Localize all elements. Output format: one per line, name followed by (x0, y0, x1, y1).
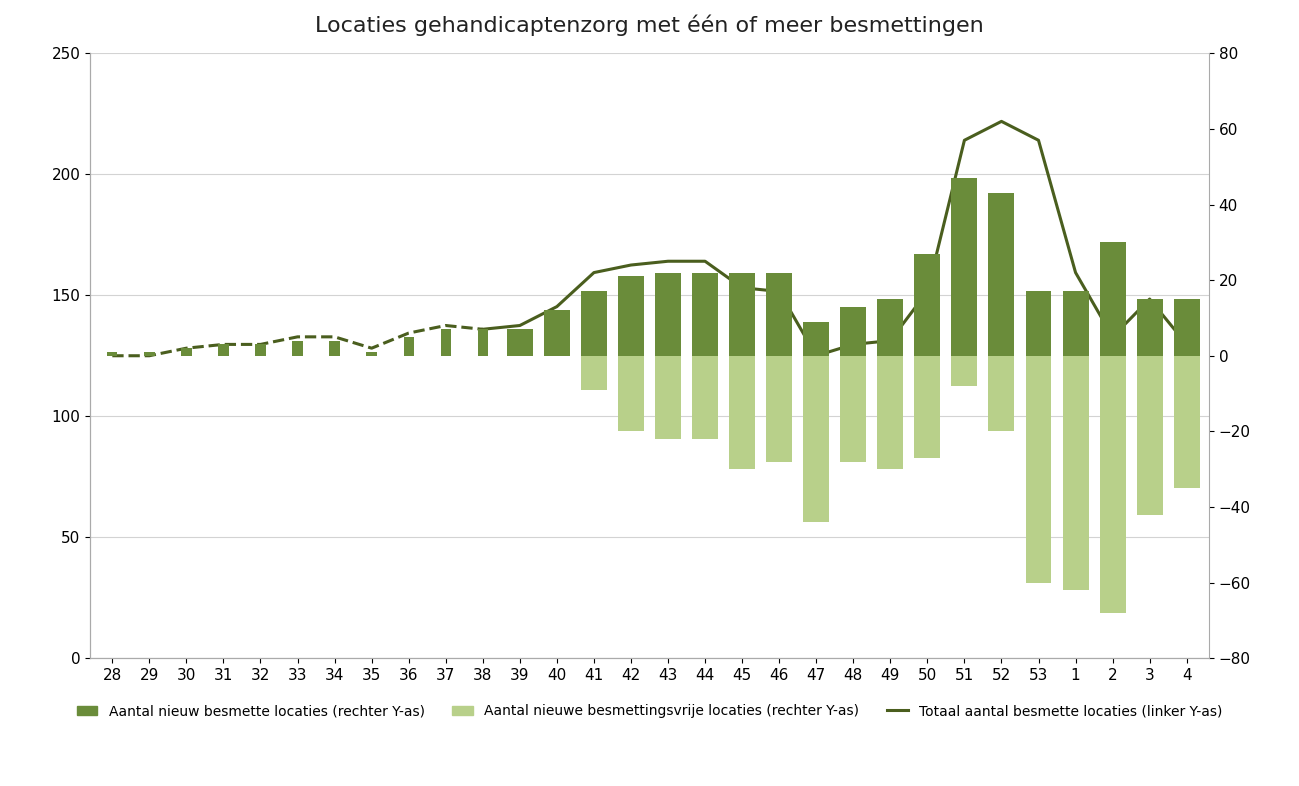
Bar (803, 321, 829, 356)
Bar (330, 340, 340, 356)
Bar (877, 299, 903, 356)
Bar (692, 273, 718, 356)
Bar (914, 254, 940, 356)
Bar (803, 356, 829, 522)
Bar (989, 193, 1015, 356)
Bar (1174, 356, 1200, 488)
Bar (951, 178, 977, 356)
Bar (729, 356, 755, 469)
Bar (182, 348, 191, 356)
Bar (107, 352, 117, 356)
Bar (840, 307, 866, 356)
Bar (366, 352, 377, 356)
Bar (989, 356, 1015, 432)
Bar (256, 344, 266, 356)
Bar (1063, 292, 1089, 356)
Bar (618, 277, 644, 356)
Title: Locaties gehandicaptenzorg met één of meer besmettingen: Locaties gehandicaptenzorg met één of me… (316, 15, 983, 36)
Bar (1025, 292, 1051, 356)
Bar (618, 356, 644, 432)
Bar (692, 356, 718, 439)
Bar (877, 356, 903, 469)
Bar (1137, 299, 1163, 356)
Bar (766, 273, 792, 356)
Bar (581, 356, 607, 390)
Bar (478, 329, 488, 356)
Bar (218, 344, 229, 356)
Bar (1137, 356, 1163, 515)
Bar (1063, 356, 1089, 590)
Bar (1025, 356, 1051, 582)
Bar (655, 356, 681, 439)
Bar (840, 356, 866, 461)
Bar (766, 356, 792, 461)
Bar (581, 292, 607, 356)
Bar (1174, 299, 1200, 356)
Bar (440, 329, 451, 356)
Bar (507, 329, 533, 356)
Legend: Aantal nieuw besmette locaties (rechter Y-as), Aantal nieuwe besmettingsvrije lo: Aantal nieuw besmette locaties (rechter … (71, 699, 1228, 724)
Bar (914, 356, 940, 457)
Bar (544, 310, 570, 356)
Bar (655, 273, 681, 356)
Bar (404, 337, 414, 356)
Bar (1100, 242, 1125, 356)
Bar (729, 273, 755, 356)
Bar (1100, 356, 1125, 613)
Bar (951, 356, 977, 386)
Bar (144, 352, 155, 356)
Bar (292, 340, 303, 356)
